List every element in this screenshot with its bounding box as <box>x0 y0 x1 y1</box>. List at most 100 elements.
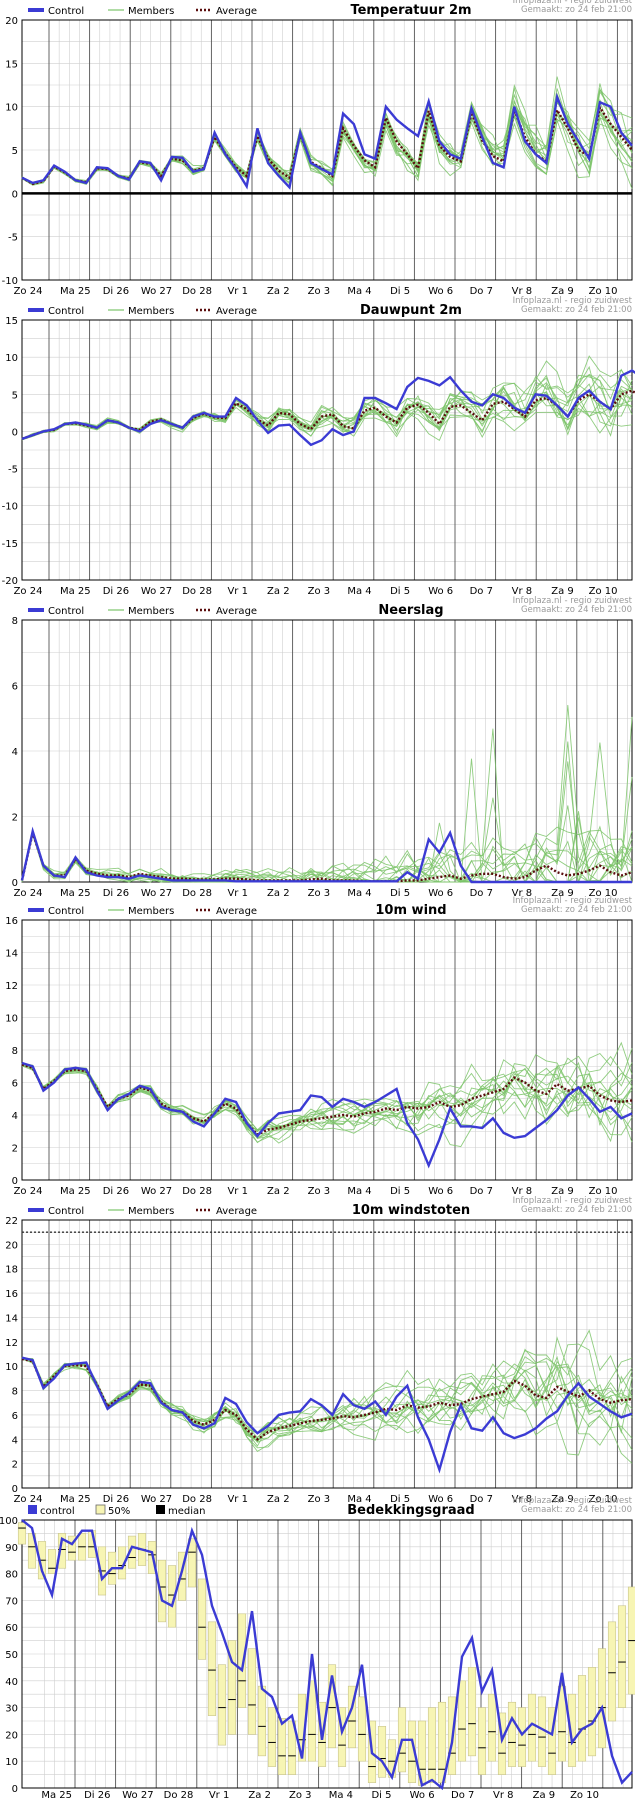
average-line <box>20 828 633 883</box>
x-tick-label: Zo 3 <box>308 888 331 899</box>
control-line <box>21 1356 633 1474</box>
y-tick-label: 2 <box>12 1144 18 1155</box>
band-bar <box>457 1680 467 1762</box>
x-tick-label: Do 7 <box>470 1186 493 1197</box>
made-label: Gemaakt: zo 24 feb 21:00 <box>521 305 632 315</box>
band-bar <box>477 1707 487 1775</box>
x-tick-label: Vr 1 <box>209 1790 230 1800</box>
y-tick-label: 15 <box>5 316 18 327</box>
x-tick-label: Zo 3 <box>308 586 331 597</box>
legend-control-swatch <box>28 308 44 312</box>
x-tick-label: Zo 24 <box>14 286 43 297</box>
chart-title: Bedekkingsgraad <box>347 1503 474 1518</box>
x-tick-label: Wo 6 <box>428 1186 453 1197</box>
x-tick-label: Ma 25 <box>60 1494 91 1505</box>
x-tick-label: Wo 6 <box>428 586 453 597</box>
band-bar <box>567 1693 577 1767</box>
chart-title: 10m windstoten <box>352 1203 470 1218</box>
band-bar <box>507 1701 517 1767</box>
member-line <box>21 741 633 884</box>
band-bar <box>237 1613 247 1708</box>
x-tick-label: Di 26 <box>103 586 129 597</box>
x-tick-label: Do 28 <box>182 888 212 899</box>
made-label: Gemaakt: zo 24 feb 21:00 <box>521 905 632 915</box>
legend-control-swatch <box>28 908 44 912</box>
band-bar <box>187 1538 197 1588</box>
y-tick-label: 10 <box>5 1757 18 1768</box>
x-tick-label: Di 5 <box>390 586 410 597</box>
legend-control-label: Control <box>48 306 84 317</box>
band-bar <box>427 1707 437 1783</box>
y-tick-label: 14 <box>5 1313 18 1324</box>
band-bar <box>307 1680 317 1762</box>
member-line <box>21 373 633 440</box>
x-tick-label: Zo 10 <box>589 888 618 899</box>
x-tick-label: Zo 24 <box>14 586 43 597</box>
x-tick-label: Zo 3 <box>308 1186 331 1197</box>
x-tick-label: Do 28 <box>182 1186 212 1197</box>
y-tick-label: 20 <box>5 1240 18 1251</box>
plot-frame <box>21 1219 633 1489</box>
band-bar <box>177 1551 187 1601</box>
x-tick-label: Ma 25 <box>41 1790 72 1800</box>
y-tick-label: 20 <box>5 16 18 27</box>
y-tick-label: 0 <box>12 1484 18 1495</box>
legend-control-swatch <box>28 8 44 12</box>
x-tick-label: Vr 1 <box>227 586 248 597</box>
x-tick-label: Do 7 <box>451 1790 474 1800</box>
member-line <box>21 1061 633 1136</box>
x-tick-label: Do 28 <box>182 586 212 597</box>
control-line <box>21 1519 633 1791</box>
band-bar <box>57 1533 67 1569</box>
x-tick-label: Za 2 <box>267 1494 290 1505</box>
y-tick-label: 15 <box>5 59 18 70</box>
x-tick-label: Vr 1 <box>227 1494 248 1505</box>
y-tick-label: 0 <box>12 1176 18 1187</box>
band-bar <box>517 1707 527 1767</box>
member-line <box>21 716 633 883</box>
x-tick-label: Wo 27 <box>122 1790 153 1800</box>
x-tick-label: Ma 4 <box>329 1790 353 1800</box>
band-bar <box>337 1707 347 1767</box>
x-tick-label: Di 26 <box>103 1494 129 1505</box>
x-tick-label: Vr 8 <box>512 586 533 597</box>
y-tick-label: 2 <box>12 1460 18 1471</box>
member-line <box>21 1329 633 1435</box>
legend-control-label: Control <box>48 906 84 917</box>
y-tick-label: -10 <box>2 502 18 513</box>
y-tick-label: 8 <box>12 1046 18 1057</box>
x-tick-label: Ma 4 <box>347 586 371 597</box>
x-tick-label: Di 5 <box>390 888 410 899</box>
band-bar <box>17 1522 27 1545</box>
y-tick-label: 10 <box>5 353 18 364</box>
y-tick-label: 12 <box>5 981 18 992</box>
band-bar <box>377 1726 387 1778</box>
member-line <box>21 76 633 185</box>
x-tick-label: Za 9 <box>551 1186 574 1197</box>
x-tick-label: Vr 1 <box>227 888 248 899</box>
legend-band-swatch <box>95 1504 106 1515</box>
y-tick-label: 90 <box>5 1543 18 1554</box>
plot-frame <box>21 319 633 581</box>
x-tick-label: Ma 4 <box>347 286 371 297</box>
legend-members-label: Members <box>128 606 174 617</box>
y-tick-label: 4 <box>12 1435 18 1446</box>
band-bar <box>287 1720 297 1775</box>
y-tick-label: 18 <box>5 1265 18 1276</box>
x-tick-label: Di 26 <box>103 888 129 899</box>
x-tick-label: Zo 3 <box>308 286 331 297</box>
y-tick-label: 6 <box>12 682 18 693</box>
band-bar <box>197 1578 207 1660</box>
y-tick-label: 50 <box>5 1650 18 1661</box>
x-tick-label: Wo 6 <box>428 1494 453 1505</box>
y-tick-label: 0 <box>12 1784 18 1795</box>
x-tick-label: Vr 8 <box>512 1494 533 1505</box>
x-tick-label: Wo 27 <box>141 1494 172 1505</box>
legend-control-label: Control <box>48 6 84 17</box>
x-tick-label: Wo 6 <box>428 286 453 297</box>
y-tick-label: 14 <box>5 949 18 960</box>
y-tick-label: 0 <box>12 878 18 889</box>
legend-members-label: Members <box>128 306 174 317</box>
y-tick-label: 10 <box>5 103 18 114</box>
